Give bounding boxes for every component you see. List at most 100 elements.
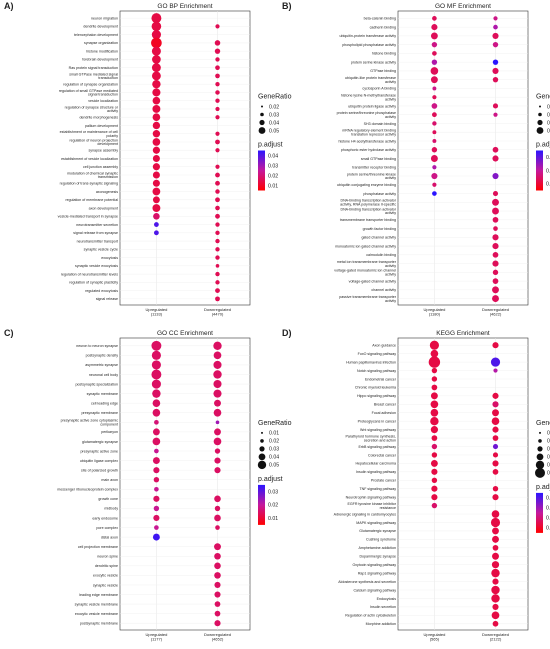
term-label: component <box>100 423 118 427</box>
point-upregulated <box>152 196 160 204</box>
size-legend-title: GeneRatio <box>536 420 550 427</box>
point-downregulated <box>215 296 220 302</box>
term-label: mRNA regulatory element binding <box>342 129 396 133</box>
term-label: ubiquitin protein ligase activity <box>348 104 396 108</box>
term-label: channel activity <box>371 288 396 292</box>
color-legend-label: 0.01 <box>546 526 550 532</box>
term-label: dendritic spine <box>95 564 118 568</box>
point-upregulated <box>154 448 159 454</box>
term-label: synaptic membrane <box>87 392 118 396</box>
term-label: development <box>97 142 118 146</box>
term-label: messenger ribonucleoprotein complex <box>57 488 118 492</box>
term-label: pore complex <box>96 526 118 530</box>
point-downregulated <box>215 238 220 244</box>
point-downregulated <box>493 226 498 231</box>
term-label: transmembrane transporter binding <box>340 218 396 222</box>
term-label: Dopaminergic synapse <box>359 555 396 559</box>
term-label: polarity <box>106 134 118 138</box>
point-upregulated <box>430 32 438 40</box>
term-label: calmodulin binding <box>366 253 396 257</box>
point-downregulated <box>491 611 500 620</box>
point-downregulated <box>492 243 499 250</box>
point-upregulated <box>153 467 160 474</box>
term-label: ErbB signaling pathway <box>358 445 396 449</box>
point-downregulated <box>214 448 221 454</box>
size-legend-label: 0.05 <box>269 463 279 469</box>
point-upregulated <box>431 485 438 492</box>
plot-area <box>119 10 251 306</box>
point-downregulated <box>213 380 222 389</box>
term-label: synaptic vesicle <box>93 583 118 587</box>
term-label: ubiquitin ligase complex <box>80 459 118 463</box>
term-label: Morphine addiction <box>366 622 396 626</box>
point-upregulated <box>432 165 437 170</box>
point-upregulated <box>152 533 160 541</box>
term-label: FoxO signaling pathway <box>358 352 397 356</box>
term-label: neuron migration <box>91 16 118 20</box>
color-legend-title: p.adjust <box>258 142 283 149</box>
point-downregulated <box>214 399 221 407</box>
plot-area <box>119 337 251 631</box>
point-downregulated <box>213 408 222 417</box>
size-legend-dot <box>537 119 543 126</box>
term-label: resistance <box>380 506 396 510</box>
point-downregulated <box>215 205 220 211</box>
panel-label: B) <box>282 1 292 11</box>
point-downregulated <box>213 389 222 398</box>
point-downregulated <box>214 514 221 522</box>
term-label: Aldosterone synthesis and secretion <box>338 580 396 584</box>
point-downregulated <box>215 180 220 186</box>
point-downregulated <box>491 568 500 578</box>
point-upregulated <box>153 505 160 512</box>
term-label: axonogenesis <box>96 190 118 194</box>
panel-label: C) <box>4 328 14 338</box>
point-upregulated <box>152 138 161 146</box>
point-downregulated <box>215 57 220 62</box>
size-legend-label: 0.05 <box>547 455 550 461</box>
term-label: activity <box>385 176 396 180</box>
point-downregulated <box>492 198 499 206</box>
point-upregulated <box>431 147 438 153</box>
term-label: translation repressor activity <box>351 132 396 136</box>
chart-title: GO BP Enrichment <box>157 3 212 10</box>
term-label: passive transmembrane transporter <box>339 295 397 299</box>
point-downregulated <box>215 420 220 425</box>
size-legend-dot <box>259 119 265 126</box>
point-upregulated <box>431 494 438 501</box>
term-label: voltage-gated monoatomic ion channel <box>334 269 396 273</box>
point-downregulated <box>215 73 220 79</box>
term-label: signal release <box>96 297 118 301</box>
size-legend-dot <box>538 112 542 117</box>
point-downregulated <box>490 357 501 367</box>
point-upregulated <box>431 24 438 31</box>
point-upregulated <box>432 112 437 118</box>
point-upregulated <box>152 204 161 213</box>
point-downregulated <box>492 41 499 48</box>
point-downregulated <box>491 594 500 603</box>
point-downregulated <box>214 610 221 617</box>
term-label: small GTPase binding <box>361 157 396 161</box>
term-label: activity <box>107 109 118 113</box>
point-downregulated <box>492 401 499 408</box>
point-downregulated <box>215 197 220 203</box>
point-downregulated <box>214 601 221 607</box>
point-downregulated <box>214 543 221 551</box>
point-upregulated <box>152 154 160 163</box>
point-upregulated <box>153 213 160 220</box>
point-downregulated <box>492 552 499 560</box>
point-downregulated <box>492 269 499 276</box>
point-upregulated <box>153 514 160 522</box>
term-label: exocytic vesicle membrane <box>75 612 118 616</box>
term-label: Notch signaling pathway <box>357 369 396 373</box>
color-legend-label: 0.03 <box>268 163 278 169</box>
size-legend-dot <box>536 453 544 461</box>
point-upregulated <box>152 55 161 64</box>
point-downregulated <box>493 112 498 117</box>
term-label: Cushing syndrome <box>366 538 396 542</box>
plot-area <box>397 10 529 306</box>
point-upregulated <box>151 340 162 351</box>
term-label: MAPK signaling pathway <box>356 521 396 525</box>
point-downregulated <box>493 16 498 21</box>
term-label: neurotransmitter transport <box>77 239 118 243</box>
color-legend-title: p.adjust <box>258 476 283 483</box>
